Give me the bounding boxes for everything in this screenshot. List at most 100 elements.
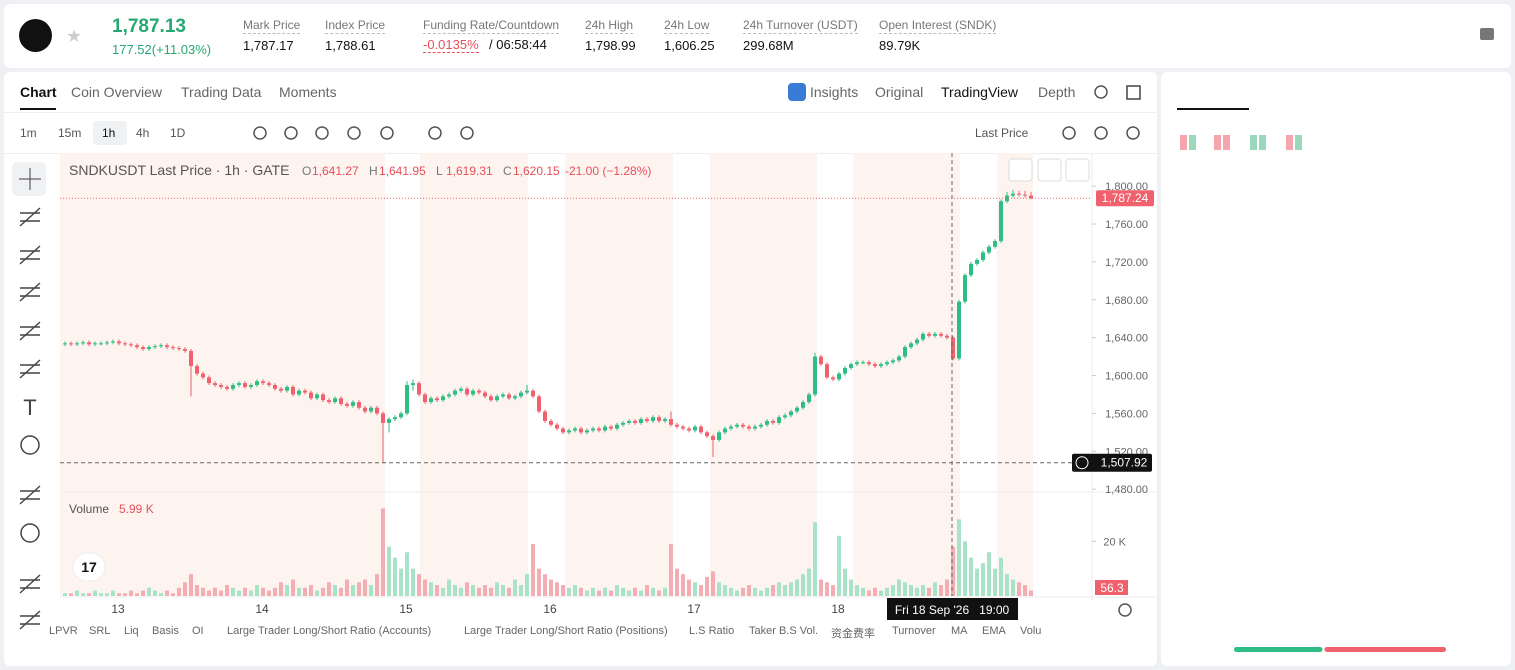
volume-bar xyxy=(903,582,907,596)
volume-bar xyxy=(657,590,661,596)
drawing-tool[interactable] xyxy=(19,168,41,190)
stat-label: Open Interest (SNDK) xyxy=(879,18,997,34)
tab[interactable]: Trading Data xyxy=(181,84,262,100)
toolbar-icon[interactable] xyxy=(284,126,298,140)
settings-icon[interactable] xyxy=(1118,603,1132,617)
drawing-tool[interactable] xyxy=(20,435,40,455)
indicator[interactable]: OI xyxy=(192,625,204,637)
toolbar-icon[interactable] xyxy=(428,126,442,140)
indicator[interactable]: Taker B.S Vol. xyxy=(749,625,819,637)
volume-bar xyxy=(1011,579,1015,596)
toolbar-icon[interactable] xyxy=(1126,126,1140,140)
candle-body xyxy=(585,430,589,433)
divider xyxy=(4,112,1157,113)
volume-bar xyxy=(819,579,823,596)
indicator[interactable]: Liq xyxy=(124,625,139,637)
candle-body xyxy=(105,342,109,344)
candle-body xyxy=(921,333,925,340)
tab[interactable]: Original xyxy=(875,84,924,100)
candle-body xyxy=(411,383,415,385)
candle-body xyxy=(213,383,217,385)
indicator[interactable]: 资金费率 xyxy=(831,628,875,640)
tab[interactable]: Chart xyxy=(20,84,57,100)
stat-value: -0.0135% xyxy=(423,37,479,53)
indicator[interactable]: Volu xyxy=(1020,625,1042,637)
indicator[interactable]: LPVR xyxy=(49,625,78,637)
candle-body xyxy=(309,392,313,399)
interval[interactable]: 1m xyxy=(20,126,37,140)
indicator[interactable]: MA xyxy=(951,625,968,637)
toolbar-icon[interactable] xyxy=(315,126,329,140)
candle-body xyxy=(591,428,595,431)
interval[interactable]: 15m xyxy=(58,126,82,140)
indicator[interactable]: L.S Ratio xyxy=(689,625,735,637)
toolbar-icon[interactable] xyxy=(460,126,474,140)
volume-bar xyxy=(813,522,817,596)
candle-body xyxy=(357,402,361,408)
candle-body xyxy=(351,402,355,406)
volume-bar xyxy=(285,585,289,596)
toolbar-icon[interactable] xyxy=(1062,126,1076,140)
tab[interactable]: Depth xyxy=(1038,84,1076,100)
candle-body xyxy=(1029,195,1033,199)
candle-body xyxy=(795,407,799,412)
drawing-tool[interactable] xyxy=(19,485,41,505)
tab[interactable]: Coin Overview xyxy=(71,84,163,100)
candle-body xyxy=(129,344,133,346)
drawing-tool[interactable] xyxy=(19,282,41,302)
volume-bar xyxy=(279,582,283,596)
volume-bar xyxy=(309,585,313,596)
favorite-star[interactable]: ★ xyxy=(66,26,83,46)
tab[interactable]: Moments xyxy=(279,84,337,100)
tab[interactable]: TradingView xyxy=(941,84,1019,100)
interval[interactable]: 1D xyxy=(170,126,186,140)
candle-body xyxy=(579,428,583,433)
toolbar-icon[interactable] xyxy=(380,126,394,140)
drawing-tool[interactable] xyxy=(19,245,41,265)
indicator[interactable]: Basis xyxy=(152,625,179,637)
indicator[interactable]: Turnover xyxy=(892,625,936,637)
candle-body xyxy=(483,392,487,397)
candle-body xyxy=(549,420,553,425)
candle-body xyxy=(117,341,121,344)
notes-icon[interactable] xyxy=(1480,28,1494,40)
tab[interactable]: Insights xyxy=(810,84,859,100)
chart-control[interactable] xyxy=(1037,158,1062,182)
ohlc-key: C xyxy=(503,164,512,178)
drawing-tool[interactable] xyxy=(19,359,41,379)
ohlc-value: 1,620.15 xyxy=(513,164,560,178)
volume-bar xyxy=(135,593,139,596)
crosshair-label: 1,507.92 xyxy=(1101,456,1148,470)
toolbar-icon[interactable] xyxy=(1094,85,1108,99)
drawing-tool[interactable] xyxy=(20,523,40,543)
interval[interactable]: 4h xyxy=(136,126,150,140)
toolbar-icon[interactable] xyxy=(347,126,361,140)
indicator[interactable]: SRL xyxy=(89,625,111,637)
indicator[interactable]: Large Trader Long/Short Ratio (Accounts) xyxy=(227,625,432,637)
interval[interactable]: 1h xyxy=(102,126,116,140)
toolbar-icon[interactable] xyxy=(1094,126,1108,140)
drawing-tool[interactable] xyxy=(19,574,41,594)
drawing-tool[interactable] xyxy=(19,610,41,630)
drawing-tool[interactable] xyxy=(19,207,41,227)
window-icon[interactable] xyxy=(1126,85,1141,100)
price-type[interactable]: Last Price xyxy=(975,126,1029,140)
chart-control[interactable] xyxy=(1065,158,1090,182)
session-band xyxy=(420,153,528,596)
indicator[interactable]: EMA xyxy=(982,625,1006,637)
volume-bar xyxy=(513,579,517,596)
volume-bar xyxy=(555,582,559,596)
candle-body xyxy=(207,377,211,384)
volume-bar xyxy=(981,563,985,596)
volume-bar xyxy=(927,587,931,596)
candle-body xyxy=(915,339,919,344)
drawing-tool[interactable] xyxy=(19,321,41,341)
candle-body xyxy=(519,392,523,397)
drawing-tool[interactable]: T xyxy=(23,395,36,420)
layout-icon xyxy=(1214,135,1221,150)
ohlc-key: O xyxy=(302,164,311,178)
toolbar-icon[interactable] xyxy=(253,126,267,140)
indicator[interactable]: Large Trader Long/Short Ratio (Positions… xyxy=(464,625,668,637)
chart-control[interactable] xyxy=(1008,158,1033,182)
candle-body xyxy=(957,301,961,359)
